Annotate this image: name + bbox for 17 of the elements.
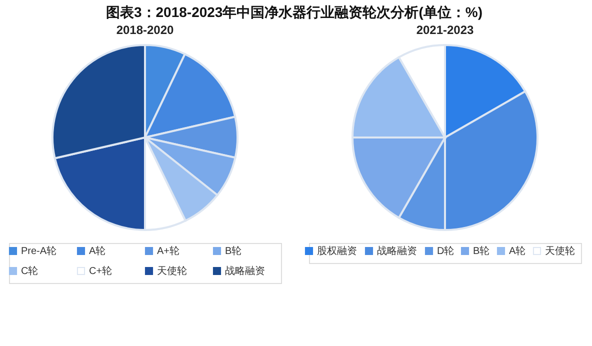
legend-label: 股权融资 [317, 245, 357, 257]
legend-label: B轮 [225, 245, 242, 257]
legend-label: C+轮 [89, 265, 112, 277]
legend-label: A轮 [89, 245, 106, 257]
legend-label: 战略融资 [377, 245, 417, 257]
legend-label: C轮 [21, 265, 38, 277]
legend-label: 天使轮 [157, 265, 187, 277]
legend-label: A+轮 [157, 245, 180, 257]
legend-label: Pre-A轮 [21, 245, 57, 257]
legend-label: 天使轮 [545, 245, 575, 257]
legend-label: D轮 [437, 245, 454, 257]
legend-label: 战略融资 [225, 265, 265, 277]
chart-subtitle: 2018-2020 [116, 23, 174, 37]
chart-subtitle: 2021-2023 [416, 23, 474, 37]
legend-label: A轮 [509, 245, 526, 257]
legend-label: B轮 [473, 245, 490, 257]
chart-title: 图表3：2018-2023年中国净水器行业融资轮次分析(单位：%) [106, 4, 482, 20]
